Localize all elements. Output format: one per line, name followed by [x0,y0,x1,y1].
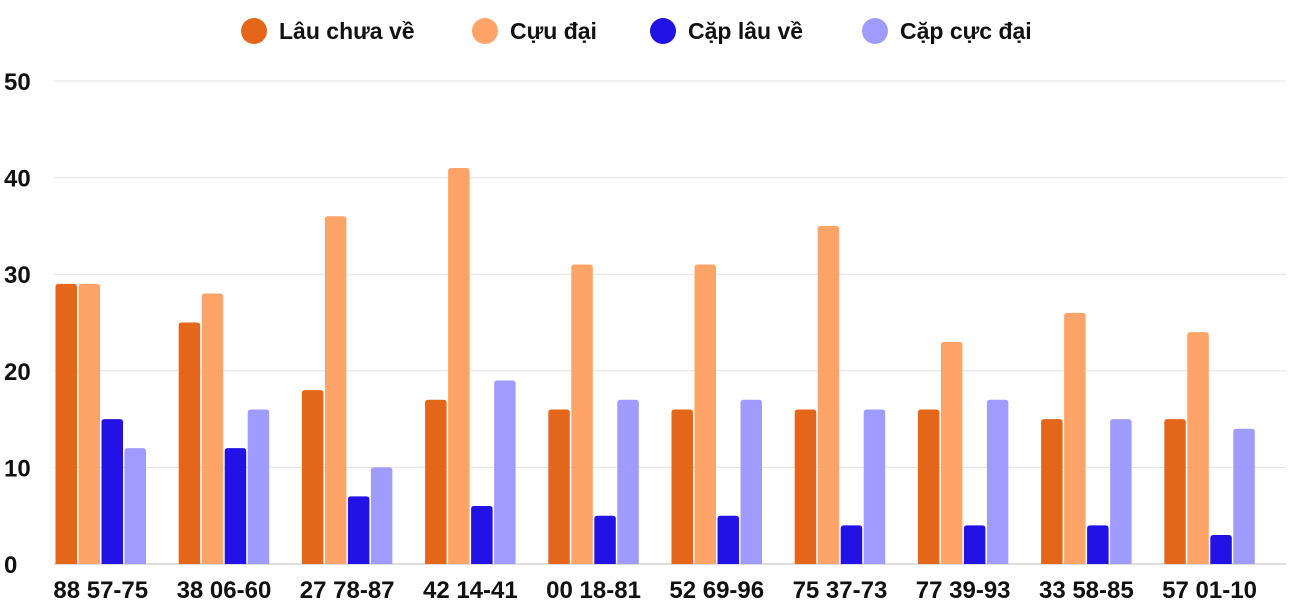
bar-3-77-39-93 [963,525,986,564]
legend-label: Lâu chưa về [279,18,415,44]
bar-3-38-06-60 [224,448,247,564]
bar-4-27-78-87 [370,467,393,564]
x-tick-label: 38 06-60 [177,577,272,600]
bar-4-88-57-75 [124,448,146,564]
bar-4-75-37-73 [863,409,886,564]
bar-1-00-18-81 [548,409,570,564]
bar-4-38-06-60 [247,409,270,564]
bar-2-77-39-93 [940,341,963,564]
bar-2-57-01-10 [1187,332,1209,564]
bar-3-75-37-73 [840,525,863,564]
legend-swatch [862,18,888,44]
legend-item: Cựu đại [472,18,597,44]
bar-2-52-69-96 [694,264,716,564]
bar-4-33-58-85 [1110,419,1132,564]
legend-label: Cặp lâu về [688,18,803,44]
bar-3-52-69-96 [717,515,739,564]
bar-2-42-14-41 [448,167,470,564]
bar-4-00-18-81 [617,399,639,564]
x-tick-label: 42 14-41 [423,577,518,600]
legend-item: Cặp cực đại [862,18,1032,44]
legend-label: Cặp cực đại [900,18,1032,44]
bar-1-52-69-96 [671,409,693,564]
bar-1-38-06-60 [178,322,201,564]
bar-1-33-58-85 [1041,419,1063,564]
bar-1-27-78-87 [301,390,324,564]
bar-1-75-37-73 [794,409,817,564]
x-tick-label: 52 69-96 [669,577,764,600]
bar-4-77-39-93 [986,399,1009,564]
bar-2-33-58-85 [1064,312,1086,564]
bar-3-33-58-85 [1087,525,1109,564]
x-tick-label: 77 39-93 [916,577,1011,600]
bar-2-75-37-73 [817,225,840,564]
x-axis: 88 57-75 38 06-60 27 78-87 42 14-41 00 18-81… [53,577,1257,604]
legend-swatch [650,18,676,44]
bar-1-77-39-93 [917,409,940,564]
bar-3-27-78-87 [347,496,370,564]
y-tick-label: 0 [4,552,17,579]
bar-1-88-57-75 [55,283,77,564]
bar-2-88-57-75 [78,283,100,564]
y-tick-label: 50 [4,69,31,96]
bar-4-42-14-41 [494,380,516,564]
bar-3-88-57-75 [101,419,123,564]
x-tick-label: 00 18-81 [546,577,641,600]
legend-label: Cựu đại [510,18,597,44]
bar-3-42-14-41 [471,506,493,564]
y-tick-label: 30 [4,262,31,289]
x-tick-label: 33 58-85 [1039,577,1134,600]
chart-legend: Lâu chưa về Cựu đại Cặp lâu về Cặp cực đại [241,18,1032,44]
x-tick-label: 75 37-73 [793,577,888,600]
legend-item: Lâu chưa về [241,18,415,44]
x-tick-label: 27 78-87 [300,577,395,600]
y-tick-label: 10 [4,455,31,482]
legend-item: Cặp lâu về [650,18,803,44]
legend-swatch [472,18,498,44]
bar-3-00-18-81 [594,515,616,564]
bar-4-57-01-10 [1233,428,1255,564]
bar-1-57-01-10 [1164,419,1186,564]
bar-2-38-06-60 [201,293,224,564]
legend-swatch [241,18,267,44]
bar-series [55,167,1255,565]
bar-4-52-69-96 [740,399,762,564]
y-tick-label: 40 [4,166,31,193]
bar-2-27-78-87 [324,216,347,565]
y-tick-label: 20 [4,359,31,386]
x-tick-label: 57 01-10 [1162,577,1257,600]
y-axis: 0 10 20 30 40 50 [4,69,31,579]
bar-2-00-18-81 [571,264,593,564]
bar-3-57-01-10 [1210,535,1232,564]
bar-1-42-14-41 [425,399,447,564]
x-tick-label: 88 57-75 [53,577,148,600]
